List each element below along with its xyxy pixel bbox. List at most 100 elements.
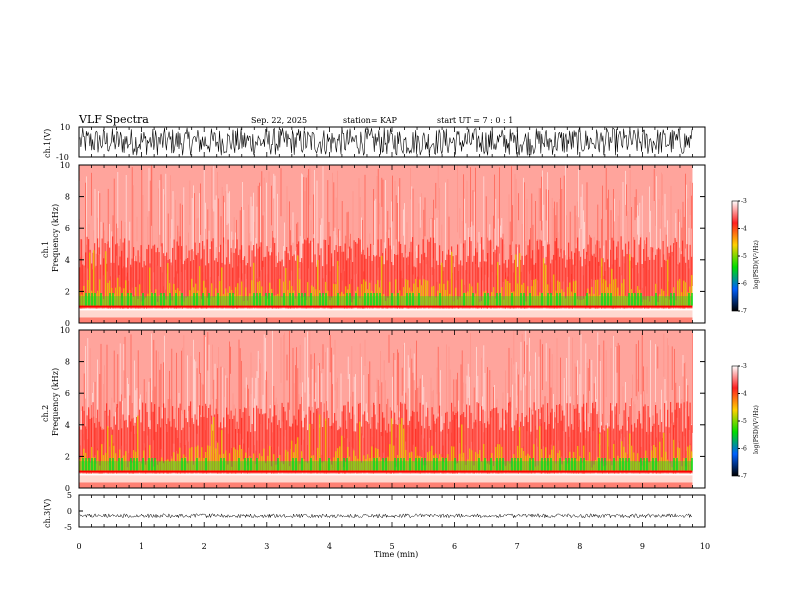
spectrogram-yellow-spike (145, 297, 147, 306)
spectrogram-yellow-spike (163, 463, 165, 471)
spectrogram-speckle (280, 337, 282, 383)
spectrogram-red-band (184, 409, 186, 473)
spectrogram-red-band (343, 251, 345, 308)
spectrogram-speckle (603, 245, 605, 276)
spectrogram-red-band (370, 243, 372, 308)
spectrogram-speckle (671, 346, 673, 390)
spectrogram-yellow-spike (425, 280, 427, 306)
spectrogram-yellow-spike (589, 452, 591, 471)
spectrogram-yellow-spike (167, 459, 169, 471)
spectrogram-yellow-spike (255, 299, 257, 306)
spectrogram-red-band (425, 416, 427, 473)
spectrogram-red-band (196, 419, 198, 473)
spectrogram-yellow-spike (535, 466, 537, 471)
spectrogram-red-band (271, 422, 273, 473)
spectrogram-yellow-spike (431, 286, 433, 306)
spectrogram-red-band (305, 414, 307, 473)
spectrogram-speckle (289, 331, 290, 410)
spectrogram-red-band (121, 250, 123, 308)
spectrogram-yellow-spike (405, 279, 407, 306)
spectrogram-yellow-spike (237, 283, 239, 306)
spectrogram-red-band (119, 401, 121, 473)
spectrogram-red-band (173, 239, 175, 308)
spectrogram-red-band (647, 406, 649, 473)
spectrogram-green-spike (94, 293, 96, 306)
spectrogram-green-spike (91, 458, 93, 471)
spectrogram-red-band (419, 402, 421, 473)
spectrogram-speckle (285, 429, 287, 457)
spectrogram-yellow-spike (295, 298, 297, 306)
spectrogram-red-band (532, 414, 534, 473)
spectrogram-red-band (287, 253, 289, 308)
spectrogram-red-band (230, 248, 232, 308)
spectrogram-speckle (463, 382, 464, 404)
spectrogram-yellow-spike (115, 287, 117, 306)
spectrogram-red-band (281, 259, 283, 308)
spectrogram-red-band (277, 424, 279, 473)
spectrogram-red-band (205, 403, 207, 473)
colorbar-tick-label: -6 (741, 281, 747, 288)
spectrogram-red-band (151, 402, 153, 473)
spectrogram-yellow-spike (465, 465, 467, 471)
spectrogram-yellow-spike (195, 283, 197, 306)
spectrogram-speckle (537, 446, 539, 474)
spectrogram-yellow-spike (271, 466, 273, 471)
spectrogram-red-band (400, 244, 402, 308)
spectrogram-green-spike (436, 458, 438, 471)
spectrogram-speckle (181, 350, 182, 411)
spectrogram-green-spike (499, 458, 501, 471)
spectrogram-yellow-spike (199, 266, 201, 306)
spectrogram-speckle (581, 184, 583, 300)
spectrogram-red-band (82, 264, 84, 308)
spectrogram-red-band (386, 260, 388, 308)
spectrogram-yellow-spike (241, 281, 243, 306)
spectrogram-speckle (134, 360, 135, 434)
spectrogram-red-band (574, 252, 576, 308)
spectrogram-red-band (212, 238, 214, 308)
spectrogram-red-band (328, 244, 330, 308)
spectrogram-speckle (436, 367, 438, 395)
spectrogram-speckle (93, 382, 95, 417)
spectrogram-speckle (617, 215, 619, 257)
figure-title: VLF Spectra (78, 113, 149, 126)
spectrogram-red-band (313, 238, 315, 308)
spectrogram-yellow-spike (621, 283, 623, 306)
spectrogram-red-band (298, 241, 300, 308)
spectrogram-speckle (229, 191, 230, 263)
spectrogram-red-band (490, 411, 492, 473)
spectrogram-speckle (573, 405, 575, 474)
spectrogram-red-band (628, 241, 630, 308)
spectrogram-red-band (521, 413, 523, 473)
spectrogram-red-band (632, 257, 634, 308)
spectrogram-yellow-spike (651, 450, 653, 471)
spectrogram-speckle (521, 224, 523, 280)
spectrogram-speckle (566, 215, 567, 287)
spectrogram-red-band (97, 409, 99, 473)
spectrogram-red-band (551, 408, 553, 473)
spectrogram-red-band (548, 244, 550, 308)
spectrogram-yellow-spike (331, 464, 333, 471)
spectrogram-speckle (193, 185, 194, 252)
spectrogram-red-band (128, 240, 130, 308)
spectrogram-red-band (121, 428, 123, 473)
spectrogram-red-band (590, 413, 592, 473)
spectrogram-red-band (314, 254, 316, 308)
spectrogram-green-spike (154, 293, 156, 306)
spectrogram-speckle (681, 399, 683, 462)
spectrogram-green-spike (109, 293, 111, 306)
spectrogram-speckle (265, 337, 266, 380)
spectrogram-yellow-spike (405, 449, 407, 471)
spectrogram-red-band (80, 239, 82, 308)
spectrogram-yellow-spike (565, 298, 567, 306)
spectrogram-red-band (341, 251, 343, 308)
spectrogram-red-band (571, 251, 573, 308)
spectrogram-red-band (329, 236, 331, 308)
spectrogram-red-band (454, 415, 456, 473)
spectrogram-red-band (590, 237, 592, 308)
spectrogram-red-band (578, 412, 580, 473)
spectrogram-speckle (669, 433, 671, 474)
spectrogram-green-spike (151, 458, 153, 471)
spectrogram-speckle (638, 340, 639, 392)
spectrogram-speckle (457, 165, 458, 233)
